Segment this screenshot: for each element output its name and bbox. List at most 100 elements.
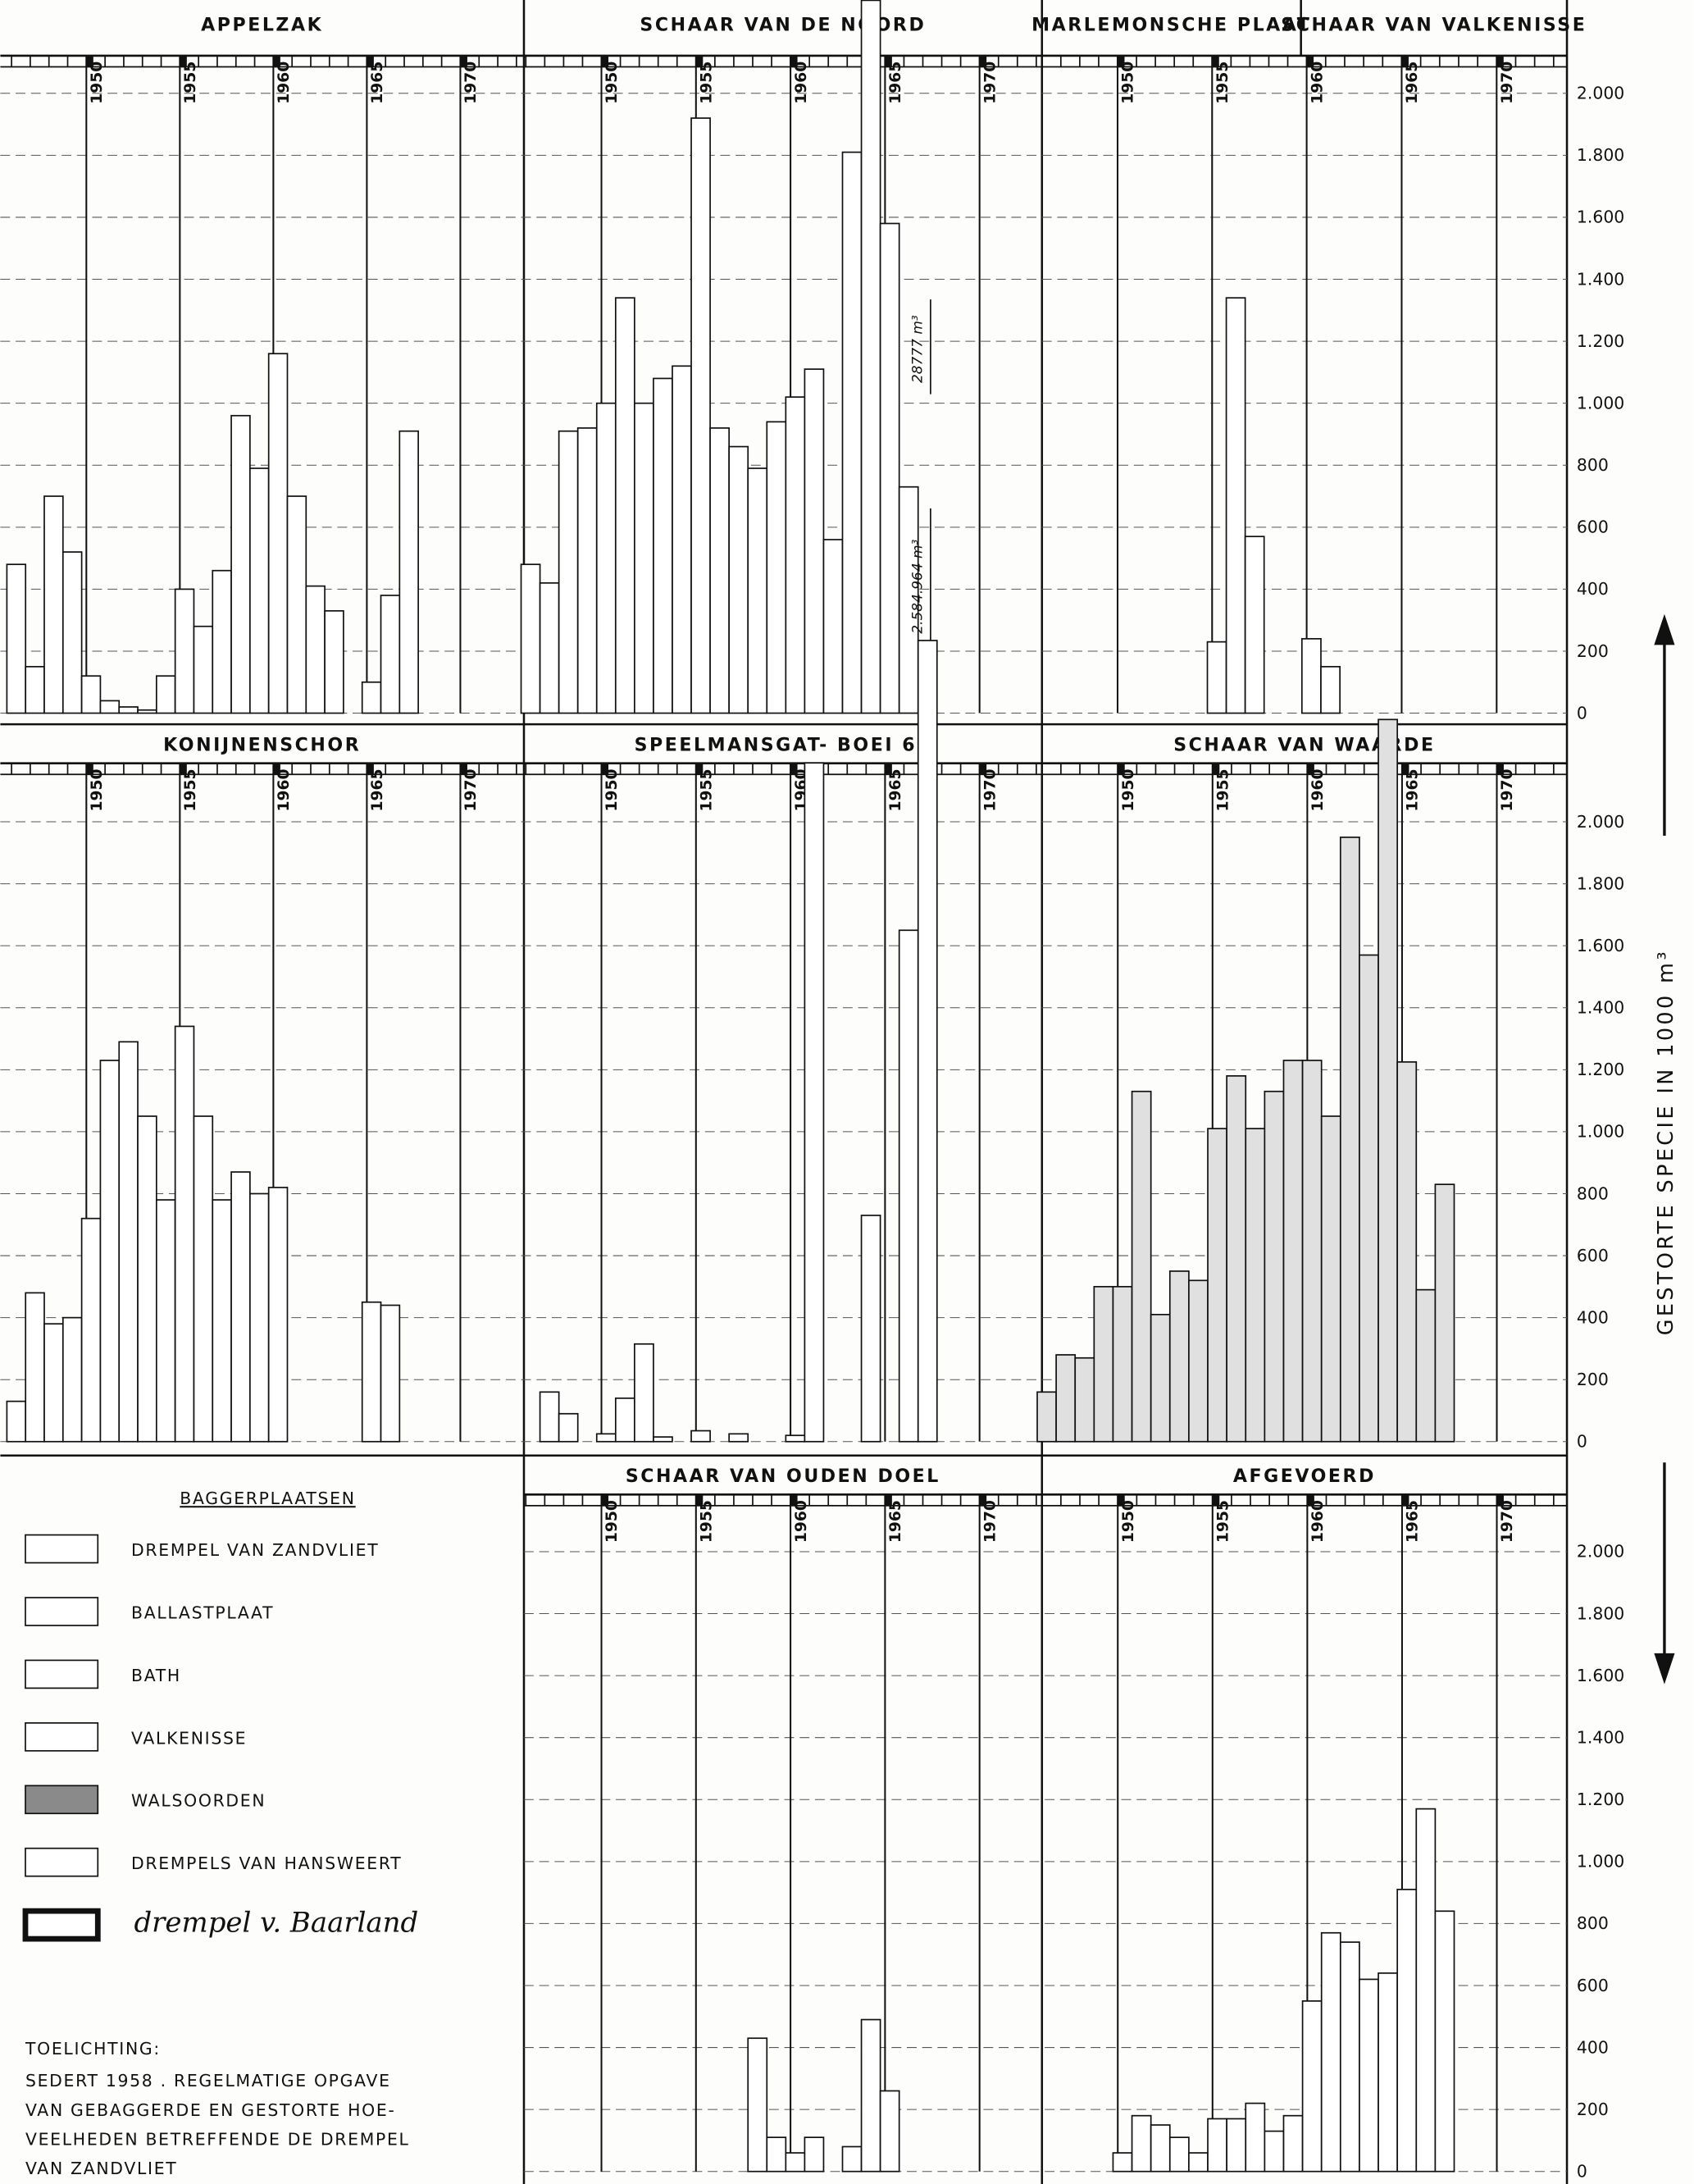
legend-swatch (25, 1597, 99, 1626)
bar (1188, 2152, 1209, 2173)
bar (174, 588, 195, 714)
bar (61, 1316, 83, 1443)
bar (879, 222, 900, 714)
bar (137, 709, 157, 714)
bar (1282, 1060, 1304, 1443)
bar (614, 1397, 635, 1443)
x-tick-label: 1950 (1120, 768, 1137, 811)
legend-title: BAGGERPLAATSEN (180, 1489, 355, 1508)
x-tick-label: 1950 (603, 62, 621, 104)
bar (766, 2136, 787, 2173)
y-tick-label: 800 (1577, 1913, 1609, 1933)
x-tick-box (180, 55, 187, 67)
y-tick-label: 1.000 (1577, 1122, 1624, 1142)
bar (1339, 1941, 1360, 2173)
bar (80, 675, 102, 714)
bar (653, 377, 673, 714)
x-tick-label: 1955 (698, 1500, 715, 1543)
bar (614, 297, 635, 714)
bar (1415, 1288, 1437, 1443)
x-tick-label: 1965 (887, 1500, 904, 1543)
bar (1131, 2114, 1152, 2173)
y-tick-label: 1.200 (1577, 331, 1624, 351)
bar (267, 353, 289, 714)
x-tick-box (1306, 55, 1314, 67)
y-tick-label: 2.000 (1577, 812, 1624, 832)
bar (1434, 1910, 1455, 2173)
bar (1225, 297, 1246, 714)
x-tick-box (1212, 55, 1219, 67)
x-tick-label: 1960 (1309, 62, 1326, 104)
bar (1055, 1354, 1077, 1443)
bar (380, 1304, 401, 1443)
bar (1206, 641, 1227, 714)
y-tick-label: 1.200 (1577, 1060, 1624, 1079)
bar (398, 430, 419, 714)
x-tick-label: 1960 (276, 768, 293, 811)
x-tick-box (790, 1494, 798, 1506)
y-tick-label: 400 (1577, 1307, 1609, 1327)
bar (286, 495, 307, 714)
legend-item: BATH (131, 1666, 181, 1685)
bar (672, 365, 692, 714)
y-tick-label: 600 (1577, 518, 1609, 537)
x-tick-box (695, 763, 704, 775)
x-tick-box (601, 55, 609, 67)
bar (155, 1199, 176, 1443)
x-tick-label: 1965 (887, 768, 904, 811)
y-tick-label: 400 (1577, 579, 1609, 599)
bar (1320, 1931, 1341, 2173)
x-tick-label: 1955 (698, 768, 715, 811)
bar (249, 467, 270, 714)
x-tick-box (1212, 763, 1220, 775)
bar (212, 569, 232, 714)
x-tick-label: 1960 (793, 62, 810, 104)
x-tick-label: 1970 (1499, 62, 1516, 104)
y-tick-label: 1.800 (1577, 145, 1624, 165)
y-tick-label: 1.400 (1577, 269, 1624, 289)
bar (61, 551, 83, 714)
bar (193, 1115, 214, 1443)
x-tick-box (1401, 1494, 1409, 1506)
x-tick-box (460, 55, 467, 67)
x-tick-box (1496, 1494, 1505, 1506)
x-tick-box (601, 1494, 609, 1506)
y-tick-label: 800 (1577, 455, 1609, 475)
bar (690, 1429, 711, 1443)
panel-title: MARLEMONSCHE PLAAT (1031, 15, 1311, 35)
x-tick-label: 1965 (1404, 62, 1421, 104)
y-tick-label: 200 (1577, 2100, 1609, 2119)
bar (747, 2037, 768, 2173)
bar (917, 640, 938, 1443)
x-tick-label: 1965 (887, 62, 904, 104)
bar (1300, 638, 1322, 714)
bar (539, 581, 560, 714)
bar (539, 1391, 560, 1443)
y-tick-label: 1.400 (1577, 998, 1624, 1018)
bar (785, 2152, 806, 2173)
y-tick-label: 1.400 (1577, 1727, 1624, 1747)
bar (174, 1025, 195, 1443)
y-tick-label: 2.000 (1577, 1542, 1624, 1562)
bar (267, 1187, 289, 1443)
annotation: 28777 m³ (910, 315, 927, 383)
note-title: TOELICHTING: (25, 2039, 161, 2059)
bar (766, 421, 787, 714)
bar (1339, 837, 1360, 1443)
y-tick-label: 400 (1577, 2037, 1609, 2057)
axis-label: GESTORTE SPECIE IN 1000 m³ (1654, 949, 1678, 1335)
bar (785, 396, 806, 714)
bar (155, 675, 176, 714)
legend-item: DREMPELS VAN HANSWEERT (131, 1853, 402, 1873)
legend-item: WALSOORDEN (131, 1791, 266, 1811)
y-tick-label: 0 (1577, 2162, 1587, 2182)
x-tick-label: 1960 (1309, 1500, 1327, 1543)
bar (80, 1217, 102, 1443)
y-tick-label: 200 (1577, 641, 1609, 661)
x-tick-box (1401, 55, 1409, 67)
bar (230, 414, 251, 714)
x-tick-label: 1950 (89, 768, 106, 811)
bar (520, 563, 541, 714)
panel-title: SCHAAR VAN DE NOORD (640, 15, 926, 35)
